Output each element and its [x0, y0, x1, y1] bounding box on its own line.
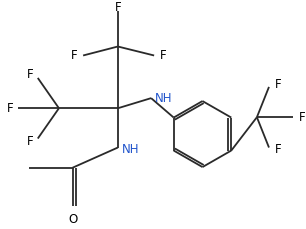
Text: NH: NH — [121, 143, 139, 156]
Text: F: F — [274, 143, 281, 156]
Text: F: F — [160, 49, 167, 62]
Text: F: F — [27, 68, 33, 81]
Text: F: F — [274, 78, 281, 91]
Text: O: O — [68, 213, 77, 226]
Text: F: F — [70, 49, 77, 62]
Text: F: F — [299, 111, 305, 124]
Text: NH: NH — [155, 92, 172, 105]
Text: F: F — [114, 1, 121, 14]
Text: F: F — [7, 102, 13, 115]
Text: F: F — [27, 135, 33, 148]
